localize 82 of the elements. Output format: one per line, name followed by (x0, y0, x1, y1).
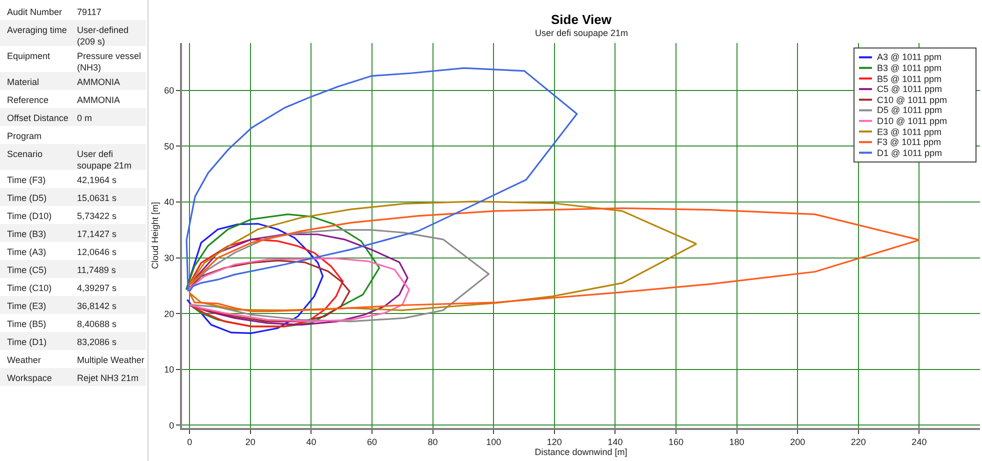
x-tick-label: 220 (850, 436, 866, 447)
category-label: Time (C5) (7, 265, 47, 275)
category-label: Time (D1) (7, 337, 47, 347)
legend-label: E3 @ 1011 ppm (877, 127, 942, 137)
category-label: Time (D5) (7, 193, 47, 203)
y-axis-title: Cloud Height [m] (150, 202, 160, 270)
text: User defi soupape 21m (77, 149, 132, 171)
category-label: Time (C10) (7, 283, 52, 293)
legend-label: C10 @ 1011 ppm (877, 95, 948, 105)
line-series (185, 222, 324, 334)
line-series (185, 214, 380, 328)
category-label: Material (7, 77, 40, 87)
category-label: Time (F3) (7, 175, 46, 185)
x-tick-label: 180 (729, 436, 744, 447)
category-label: Workspace (7, 373, 52, 383)
text: Pressure vessel (NH3) (77, 51, 142, 73)
category-label: Scenario (7, 149, 43, 159)
y-tick-label: 60 (164, 86, 174, 96)
category-label: Equipment (7, 51, 51, 61)
y-tick-label: 20 (164, 308, 174, 319)
legend-label: B3 @ 1011 ppm (877, 63, 942, 73)
legend-label: D10 @ 1011 ppm (877, 116, 948, 126)
line-series (187, 238, 344, 328)
text: 5,73422 s (77, 211, 117, 221)
category-label: Time (A3) (7, 247, 46, 257)
text: Rejet NH3 21m (77, 373, 139, 383)
x-tick-label: 100 (486, 436, 502, 447)
legend-label: C5 @ 1011 ppm (877, 84, 942, 94)
text: 12,0646 s (77, 247, 117, 257)
text: Multiple Weather (77, 355, 144, 365)
x-tick-label: 240 (912, 436, 927, 447)
chart-subtitle: User defi soupape 21m (535, 28, 628, 38)
category-label: Program (7, 131, 42, 141)
category-label: Averaging time (7, 25, 67, 35)
legend-label: D1 @ 1011 ppm (877, 148, 942, 158)
x-tick-label: 140 (608, 436, 623, 447)
text: 0 m (77, 113, 92, 123)
y-tick-label: 50 (164, 141, 174, 152)
legend-label: F3 @ 1011 ppm (877, 137, 942, 147)
line-series (187, 258, 410, 322)
category-label: Reference (7, 95, 49, 105)
text: User-defined (209 s) (77, 25, 129, 47)
category-label: Time (E3) (7, 301, 46, 311)
category-label: Weather (7, 355, 41, 365)
x-tick-label: 120 (546, 436, 562, 447)
x-axis-title: Distance downwind [m] (534, 446, 628, 457)
y-tick-label: 10 (164, 364, 174, 375)
x-tick-label: 200 (790, 436, 806, 447)
y-tick-label: 40 (164, 197, 174, 208)
y-tick-label: 0 (169, 420, 174, 430)
x-tick-label: 40 (306, 436, 316, 447)
text: 4,39297 s (77, 283, 117, 293)
legend-label: A3 @ 1011 ppm (877, 52, 942, 62)
text: 79117 (77, 7, 102, 17)
category-label: Time (D10) (7, 211, 52, 221)
text: 15,0631 s (77, 193, 117, 203)
text: AMMONIA (77, 77, 120, 87)
text: 36,8142 s (77, 301, 117, 311)
line-series (187, 260, 350, 322)
text: 42,1964 s (77, 175, 117, 185)
x-tick-label: 60 (366, 436, 378, 447)
legend-label: B5 @ 1011 ppm (877, 74, 942, 84)
line-series (187, 207, 920, 312)
line-series (187, 200, 698, 312)
text: 11,7489 s (77, 265, 116, 275)
category-label: Audit Number (7, 7, 62, 17)
line-series (187, 229, 490, 322)
category-label: Offset Distance (7, 113, 68, 123)
text: 83,2086 s (77, 337, 117, 347)
text: 8,40688 s (77, 319, 117, 329)
x-tick-label: 80 (428, 436, 438, 447)
line-series (186, 67, 578, 292)
category-label: Time (B3) (7, 229, 46, 239)
legend-label: D5 @ 1011 ppm (877, 105, 942, 115)
x-tick-label: 20 (245, 436, 256, 447)
text: AMMONIA (77, 95, 120, 105)
y-tick-label: 30 (164, 252, 174, 263)
text: 17,1427 s (77, 229, 117, 239)
x-tick-label: 0 (187, 436, 192, 447)
chart-title: Side View (551, 12, 612, 27)
category-label: Time (B5) (7, 319, 46, 329)
x-tick-label: 160 (668, 436, 684, 447)
